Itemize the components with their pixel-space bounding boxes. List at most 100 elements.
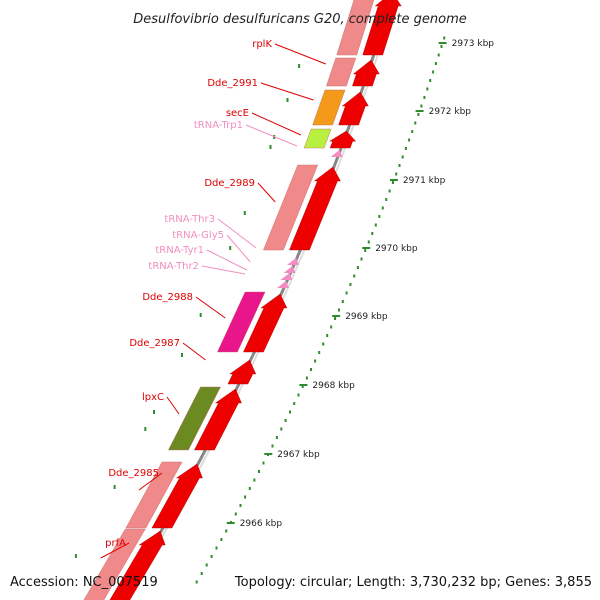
label-leader [182,342,206,361]
tick-dot [280,427,283,431]
gene-label: lpxC [142,392,164,403]
tick-dot [289,410,291,414]
gene-label: Dde_2989 [204,178,255,189]
tick-dot [411,130,414,133]
trna-marker [283,266,296,273]
kbp-label: 2969 kbp [345,312,388,322]
gene-tick [199,313,202,317]
tick-dot [338,308,340,312]
tick-dot [248,487,251,490]
gene-arrow [109,530,166,600]
cog-block [303,128,332,149]
gene-tick [113,485,116,489]
gene-tick [144,427,147,431]
kbp-label: 2971 kbp [403,176,446,186]
gene-tick [181,353,183,357]
tick-dot [395,172,398,176]
tick-dot [443,36,446,40]
gene-tick [269,145,272,149]
cog-block [168,386,221,451]
tick-dot [341,300,344,303]
tick-dot [262,461,265,465]
gene-label: prfA [105,538,126,549]
trna-marker [280,273,293,280]
tick-dot [305,376,308,380]
tick-dot [420,104,423,108]
gene-label: Dde_2991 [207,78,258,89]
tick-dot [297,393,300,397]
tick-dot [284,419,287,422]
tick-dot [225,529,228,533]
tick-dot [408,138,411,142]
tick-dot [334,317,337,320]
tick-dot [275,436,278,439]
map-title: Desulfovibrio desulfuricans G20, complet… [133,12,467,27]
cog-block [336,0,375,56]
tick-dot [345,291,348,295]
tick-dot [220,538,223,541]
kbp-label: 2968 kbp [312,381,355,391]
tick-dot [253,478,256,482]
tick-dot [239,504,242,507]
tick-dot [404,147,407,150]
tick-dot [440,45,443,48]
cog-block [125,461,183,529]
cog-block [217,291,266,353]
label-leader [226,234,251,263]
topology-text: Topology: circular; Length: 3,730,232 bp… [234,575,592,590]
gene-arrow [151,463,203,529]
gene-label: Dde_2988 [142,292,193,303]
tick-dot [391,181,394,184]
tick-dot [271,444,274,448]
tick-dot [378,215,381,218]
cog-block [263,164,318,251]
label-leader [166,396,180,415]
tick-dot [426,87,429,91]
gene-tick [153,410,155,414]
tick-dot [215,546,218,550]
label-leader [257,182,276,203]
gene-label: Dde_2987 [129,338,180,349]
tick-dot [429,79,432,82]
gene-label: secE [226,108,249,119]
tick-dot [205,563,208,567]
label-leader [245,124,298,147]
tick-dot [349,283,352,286]
kbp-label: 2973 kbp [452,39,495,49]
gene-tick [74,554,77,558]
cog-block [83,528,146,600]
tick-dot [360,257,363,261]
tick-dot [374,223,377,227]
tick-dot [293,402,296,405]
tick-dot [234,512,237,516]
trna-marker [330,150,343,157]
cog-block [326,57,357,87]
gene-label: tRNA-Trp1 [194,120,243,131]
tick-dot [364,249,367,252]
gene-label: tRNA-Gly5 [172,230,224,241]
tick-dot [432,70,435,74]
tick-dot [367,240,370,244]
label-leader [195,296,226,319]
cog-block [312,89,346,126]
tick-dot [371,232,374,235]
gene-arrow [227,359,257,385]
label-leader [100,542,130,559]
label-leader [260,82,314,101]
gene-features [83,0,402,600]
label-leader [206,249,248,271]
label-leader [217,218,257,249]
tick-dot [244,495,247,499]
tick-dot [398,164,401,167]
tick-dot [385,198,388,201]
gene-tick [243,211,246,215]
tick-dot [330,325,333,329]
gene-arrow [362,0,402,56]
tick-dot [310,368,312,371]
kbp-label: 2967 kbp [277,450,320,460]
tick-dot [401,155,404,159]
gene-label: tRNA-Thr2 [148,261,199,272]
trna-marker [286,258,299,265]
tick-dot [210,555,213,558]
